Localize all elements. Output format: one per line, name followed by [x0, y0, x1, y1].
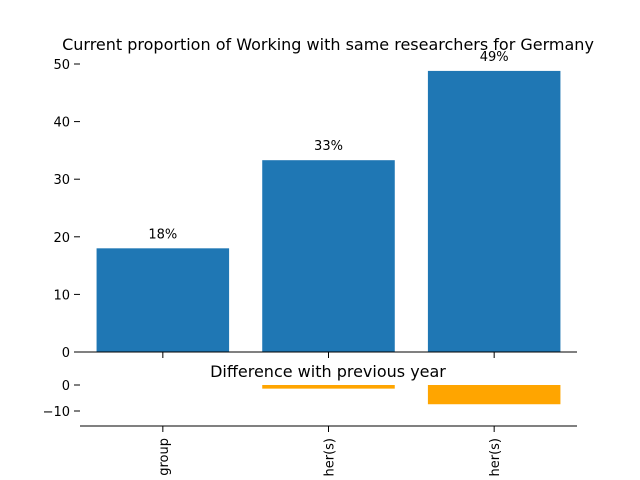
diff-bar-1: [262, 385, 395, 389]
chart-title: Current proportion of Working with same …: [62, 35, 594, 54]
bottom-x-ticks: group her(s) her(s): [157, 426, 503, 477]
top-bars: [96, 70, 561, 353]
bottom-bars: [262, 385, 561, 405]
diff-y-tick-label-0: 0: [62, 379, 70, 394]
diff-bar-2: [427, 385, 561, 405]
top-data-labels: 18% 33% 49%: [148, 50, 508, 242]
y-tick-label-0: 0: [62, 346, 70, 361]
bar-0: [96, 248, 230, 352]
bar-2: [427, 70, 561, 353]
x-tick-label-1: her(s): [323, 438, 338, 477]
top-x-ticks: [162, 352, 495, 358]
bar-1: [262, 160, 395, 352]
y-tick-label-5: 50: [53, 58, 70, 73]
x-tick-label-2: her(s): [488, 438, 503, 477]
top-y-axis: 0 10 20 30 40 50: [53, 58, 80, 361]
diff-y-tick-label-1: −10: [43, 405, 70, 420]
y-tick-label-1: 10: [53, 288, 70, 303]
y-tick-label-2: 20: [53, 231, 70, 246]
data-label-2: 49%: [480, 50, 509, 65]
data-label-0: 18%: [148, 227, 177, 242]
x-tick-label-0: group: [157, 438, 172, 476]
subchart-title: Difference with previous year: [210, 362, 446, 381]
bottom-y-axis: 0 −10: [43, 379, 80, 420]
y-tick-label-3: 30: [53, 173, 70, 188]
y-tick-label-4: 40: [53, 116, 70, 131]
data-label-1: 33%: [314, 139, 343, 154]
